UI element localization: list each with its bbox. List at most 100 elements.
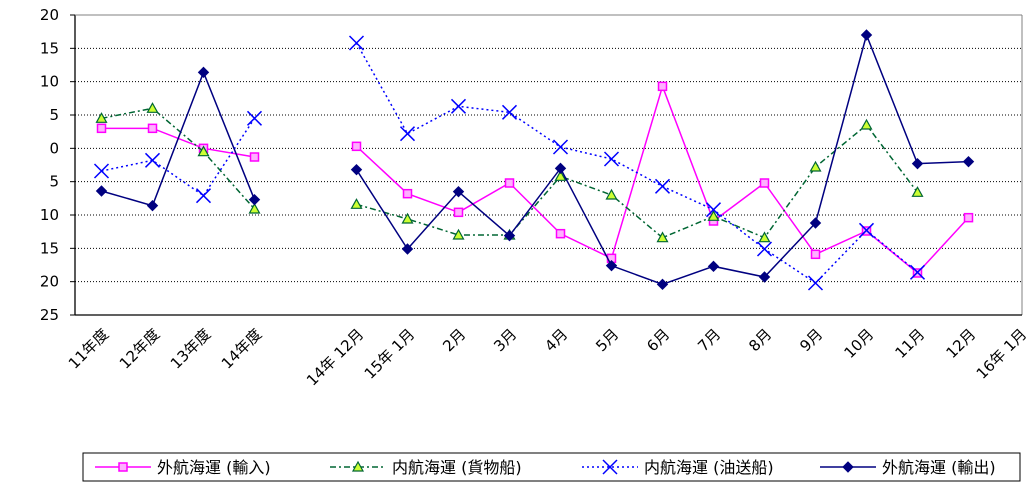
data-point	[350, 163, 363, 176]
data-point	[147, 123, 158, 134]
x-tick-label: 10月	[840, 325, 877, 362]
data-point	[452, 228, 465, 240]
data-point	[503, 229, 516, 242]
data-point	[963, 212, 974, 223]
data-point	[809, 217, 822, 229]
data-point	[248, 202, 261, 214]
x-tick-label: 9月	[796, 325, 826, 355]
series	[95, 29, 975, 291]
legend-label: 外航海運 (輸出)	[882, 458, 996, 477]
series-line	[355, 83, 970, 275]
data-point	[654, 178, 671, 194]
data-point	[197, 66, 210, 79]
data-point	[705, 202, 722, 218]
data-point	[602, 459, 618, 475]
data-point	[197, 145, 210, 157]
data-point	[93, 163, 110, 179]
data-point	[605, 259, 618, 272]
data-point	[552, 139, 569, 155]
data-point	[657, 81, 668, 92]
x-tick-label: 14年度	[218, 325, 265, 372]
data-point	[399, 126, 416, 142]
data-point	[401, 212, 414, 224]
data-point	[807, 275, 824, 291]
x-tick-label: 12年度	[116, 325, 163, 372]
data-point	[756, 241, 773, 257]
y-tick-label: 25	[40, 306, 59, 324]
legend-label: 内航海運 (貨物船)	[392, 458, 522, 477]
data-point	[605, 188, 618, 200]
data-point	[962, 155, 975, 168]
data-point	[842, 461, 854, 473]
y-tick-label: 15	[40, 239, 59, 257]
data-point	[450, 98, 467, 114]
legend-label: 外航海運 (輸入)	[157, 458, 271, 477]
series-line	[356, 123, 919, 239]
data-point	[758, 271, 771, 283]
data-point	[453, 207, 464, 218]
data-point	[248, 193, 261, 206]
data-point	[501, 104, 518, 120]
series	[95, 102, 924, 243]
x-tick-label: 3月	[490, 325, 520, 355]
x-tick-label: 15年 1月	[361, 325, 419, 383]
x-tick-label: 8月	[745, 325, 775, 355]
data-point	[144, 152, 161, 168]
data-point	[195, 188, 212, 204]
data-point	[246, 110, 263, 126]
series-line	[101, 107, 256, 210]
data-point	[911, 157, 924, 170]
data-point	[402, 188, 413, 199]
x-tick-label: 11月	[891, 325, 928, 362]
data-point	[555, 228, 566, 239]
series-line	[101, 70, 256, 207]
data-point	[809, 160, 822, 172]
data-point	[95, 112, 108, 123]
series-line	[355, 32, 969, 286]
data-point	[554, 162, 567, 175]
x-tick-label: 11年度	[65, 325, 112, 372]
data-point	[401, 243, 414, 255]
data-point	[95, 185, 108, 197]
y-tick-label: 10	[40, 73, 59, 91]
data-point	[656, 231, 669, 243]
series	[93, 35, 926, 291]
data-point	[249, 152, 260, 162]
data-point	[554, 170, 567, 181]
data-point	[860, 29, 873, 41]
y-tick-label: 20	[40, 273, 59, 291]
series-lines	[93, 29, 975, 291]
data-point	[909, 264, 926, 280]
y-tick-label: 10	[40, 206, 59, 224]
data-point	[758, 231, 771, 243]
x-tick-label: 12月	[942, 325, 979, 362]
data-point	[504, 178, 515, 188]
y-tick-label: 20	[40, 6, 59, 24]
legend: 外航海運 (輸入) 内航海運 (貨物船) 内航海運 (油送船) 外航海運 (輸出)	[82, 452, 1021, 482]
data-point	[146, 199, 159, 212]
data-point	[860, 118, 873, 130]
y-tick-label: 5	[49, 173, 59, 191]
data-point	[96, 123, 107, 134]
y-axis: 20 15 10 5 0 5 10 15 20 25	[40, 6, 1023, 324]
data-point	[348, 35, 365, 51]
data-point	[350, 198, 363, 209]
x-tick-label: 6月	[643, 325, 673, 355]
data-point	[911, 186, 924, 197]
series-line	[101, 117, 256, 197]
x-tick-label: 4月	[541, 325, 571, 355]
data-point	[858, 222, 875, 238]
x-tick-label: 7月	[694, 325, 724, 355]
x-tick-label: 5月	[592, 325, 622, 355]
data-point	[810, 249, 821, 260]
x-tick-label: 14年 12月	[303, 325, 367, 389]
data-point	[351, 141, 362, 152]
data-point	[656, 278, 669, 291]
y-tick-label: 5	[49, 106, 59, 124]
data-point	[452, 185, 465, 198]
series-line	[355, 42, 918, 284]
data-point	[707, 260, 720, 273]
x-tick-label: 16年 1月	[973, 325, 1029, 383]
